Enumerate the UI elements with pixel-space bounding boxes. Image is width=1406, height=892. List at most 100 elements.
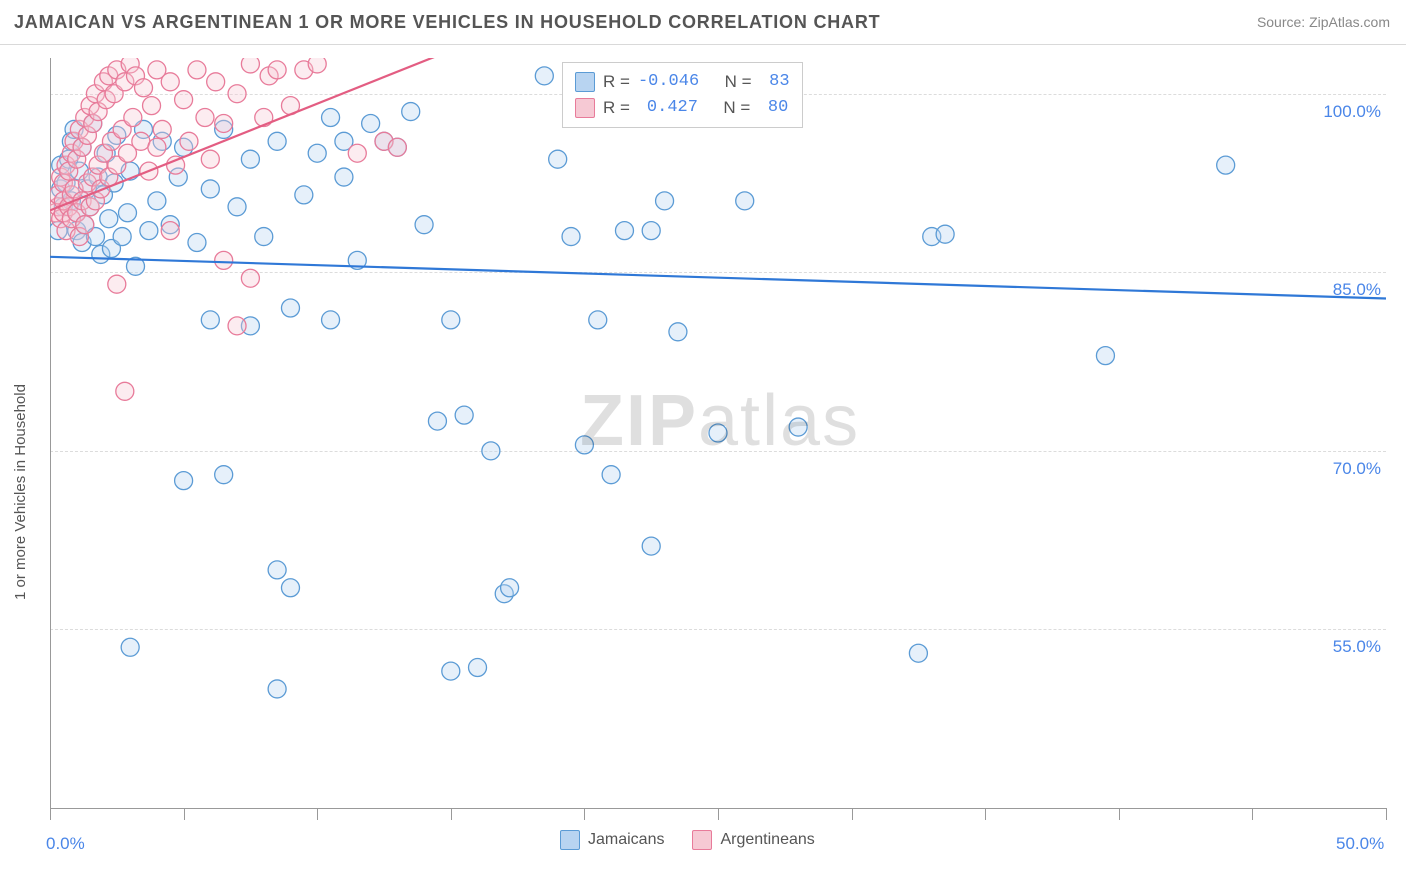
stats-r-value: 0.427 (638, 95, 698, 121)
legend-item: Argentineans (692, 830, 814, 850)
data-point (575, 436, 593, 454)
data-point (118, 204, 136, 222)
legend-label: Jamaicans (588, 831, 664, 849)
y-tick-label: 100.0% (1311, 102, 1381, 122)
data-point (76, 216, 94, 234)
data-point (175, 91, 193, 109)
data-point (335, 168, 353, 186)
data-point (268, 680, 286, 698)
stats-n-label: N = (723, 95, 750, 121)
data-point (322, 311, 340, 329)
stats-r-label: R = (603, 95, 630, 121)
data-point (322, 109, 340, 127)
legend-swatch (575, 98, 595, 118)
data-point (228, 198, 246, 216)
y-tick-label: 55.0% (1311, 637, 1381, 657)
data-point (589, 311, 607, 329)
data-point (442, 662, 460, 680)
data-point (402, 103, 420, 121)
data-point (201, 180, 219, 198)
data-point (669, 323, 687, 341)
x-tick-mark (1386, 808, 1387, 820)
data-point (268, 561, 286, 579)
data-point (132, 132, 150, 150)
stats-r-label: R = (603, 69, 630, 95)
source-attribution: Source: ZipAtlas.com (1257, 14, 1390, 30)
data-point (362, 114, 380, 132)
x-tick-mark (184, 808, 185, 820)
stats-row: R = 0.427 N = 80 (575, 95, 790, 121)
data-point (148, 192, 166, 210)
x-tick-mark (50, 808, 51, 820)
data-point (415, 216, 433, 234)
data-point (549, 150, 567, 168)
data-point (442, 311, 460, 329)
data-point (124, 109, 142, 127)
data-point (148, 138, 166, 156)
data-point (215, 114, 233, 132)
data-point (602, 466, 620, 484)
data-point (161, 222, 179, 240)
data-point (241, 58, 259, 73)
stats-n-value: 80 (758, 95, 788, 121)
data-point (909, 644, 927, 662)
data-point (642, 222, 660, 240)
data-point (789, 418, 807, 436)
data-point (188, 234, 206, 252)
data-point (308, 144, 326, 162)
correlation-stats-legend: R =-0.046 N =83R =0.427 N =80 (562, 62, 803, 128)
data-point (1217, 156, 1235, 174)
legend-item: Jamaicans (560, 830, 664, 850)
scatter-plot-area (50, 58, 1386, 808)
data-point (100, 210, 118, 228)
x-tick-mark (317, 808, 318, 820)
data-point (709, 424, 727, 442)
x-tick-label-right: 50.0% (1336, 834, 1384, 854)
data-point (455, 406, 473, 424)
data-point (255, 109, 273, 127)
data-point (228, 85, 246, 103)
data-point (535, 67, 553, 85)
stats-row: R =-0.046 N =83 (575, 69, 790, 95)
x-tick-mark (852, 808, 853, 820)
data-point (207, 73, 225, 91)
legend-swatch (575, 72, 595, 92)
data-point (241, 269, 259, 287)
data-point (388, 138, 406, 156)
legend-label: Argentineans (720, 831, 814, 849)
data-point (215, 251, 233, 269)
stats-r-value: -0.046 (638, 69, 699, 95)
x-tick-mark (584, 808, 585, 820)
data-point (501, 579, 519, 597)
data-point (281, 299, 299, 317)
data-point (255, 228, 273, 246)
data-point (268, 61, 286, 79)
chart-svg (50, 58, 1386, 808)
data-point (175, 472, 193, 490)
data-point (153, 120, 171, 138)
x-tick-mark (451, 808, 452, 820)
x-tick-mark (1252, 808, 1253, 820)
y-axis-label: 1 or more Vehicles in Household (12, 384, 29, 600)
data-point (428, 412, 446, 430)
data-point (642, 537, 660, 555)
data-point (180, 132, 198, 150)
series-legend: Jamaicans Argentineans (560, 830, 815, 850)
stats-n-label: N = (725, 69, 752, 95)
data-point (348, 144, 366, 162)
legend-swatch (692, 830, 712, 850)
data-point (482, 442, 500, 460)
data-point (562, 228, 580, 246)
x-tick-mark (985, 808, 986, 820)
data-point (215, 466, 233, 484)
x-tick-mark (1119, 808, 1120, 820)
x-tick-label-left: 0.0% (46, 834, 85, 854)
data-point (469, 659, 487, 677)
data-point (121, 638, 139, 656)
chart-header: JAMAICAN VS ARGENTINEAN 1 OR MORE VEHICL… (0, 0, 1406, 45)
data-point (936, 225, 954, 243)
data-point (143, 97, 161, 115)
data-point (161, 73, 179, 91)
data-point (736, 192, 754, 210)
data-point (188, 61, 206, 79)
